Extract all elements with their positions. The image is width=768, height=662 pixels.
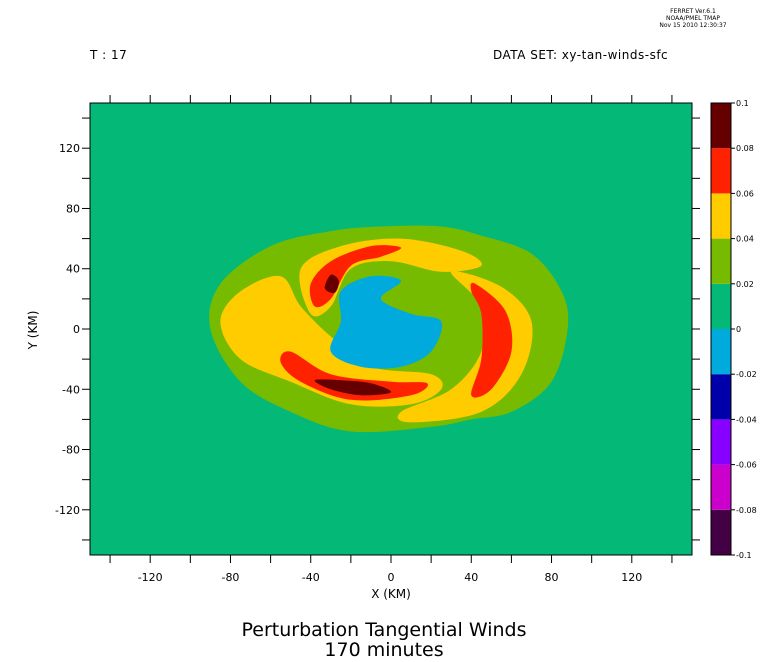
x-axis-label: X (KM) xyxy=(371,587,411,601)
x-tick-label: -40 xyxy=(302,571,320,584)
chart-subtitle: 170 minutes xyxy=(324,639,444,661)
y-tick-label: -80 xyxy=(62,444,80,457)
colorbar-label: 0.04 xyxy=(736,235,754,244)
colorbar-swatch xyxy=(711,148,731,194)
colorbar-label: 0.02 xyxy=(736,280,754,289)
colorbar-swatch xyxy=(711,238,731,284)
colorbar-swatch xyxy=(711,329,731,375)
y-tick-label: -120 xyxy=(55,504,80,517)
contour-region-1 xyxy=(220,275,443,407)
x-tick-label: 120 xyxy=(621,571,642,584)
y-tick-label: -40 xyxy=(62,383,80,396)
plot-area xyxy=(90,103,692,555)
x-tick-label: -120 xyxy=(138,571,163,584)
contour-region-9 xyxy=(330,275,443,369)
y-tick-label: 40 xyxy=(66,263,80,276)
colorbar-label: 0 xyxy=(736,325,741,334)
colorbar-label: -0.1 xyxy=(736,551,752,560)
colorbar-swatch xyxy=(711,193,731,239)
y-tick-label: 0 xyxy=(73,323,80,336)
x-tick-label: 80 xyxy=(545,571,559,584)
colorbar-swatch xyxy=(711,283,731,329)
x-tick-label: 0 xyxy=(388,571,395,584)
colorbar-swatch xyxy=(711,464,731,510)
colorbar-swatch xyxy=(711,509,731,555)
y-axis-label: Y (KM) xyxy=(26,311,40,351)
colorbar-swatch xyxy=(711,419,731,465)
axes: -120 -80 -40 0 40 80 120 -120 -80 -40 0 40 80 120 xyxy=(55,95,700,584)
colorbar-label: 0.08 xyxy=(736,144,754,153)
contour-region-7 xyxy=(314,379,392,396)
colorbar-label: -0.04 xyxy=(736,415,757,424)
colorbar-swatch xyxy=(711,103,731,149)
colorbar-label: 0.06 xyxy=(736,189,754,198)
ferret-org: NOAA/PMEL TMAP xyxy=(666,15,720,22)
y-tick-label: 120 xyxy=(59,142,80,155)
x-tick-label: 40 xyxy=(464,571,478,584)
dataset-label: DATA SET: xy-tan-winds-sfc xyxy=(493,48,669,62)
contour-region-6 xyxy=(470,282,513,398)
time-label: T : 17 xyxy=(90,48,128,62)
chart-title: Perturbation Tangential Winds xyxy=(241,619,527,641)
colorbar-label: -0.08 xyxy=(736,506,757,515)
x-tick-label: -80 xyxy=(221,571,239,584)
ferret-version: FERRET Ver.6.1 xyxy=(670,8,716,15)
contour-region-4 xyxy=(280,351,428,401)
ferret-timestamp: Nov 15 2010 12:30:37 xyxy=(659,22,727,29)
colorbar-label: -0.06 xyxy=(736,461,757,470)
y-tick-label: 80 xyxy=(66,202,80,215)
colorbar: -0.1 -0.08 -0.06 -0.04 -0.02 0 0.02 0.04 0.06 0.0… xyxy=(710,99,757,560)
colorbar-label: 0.1 xyxy=(736,99,749,108)
contour-region-8 xyxy=(324,274,339,294)
colorbar-swatch xyxy=(711,374,731,420)
colorbar-label: -0.02 xyxy=(736,370,757,379)
